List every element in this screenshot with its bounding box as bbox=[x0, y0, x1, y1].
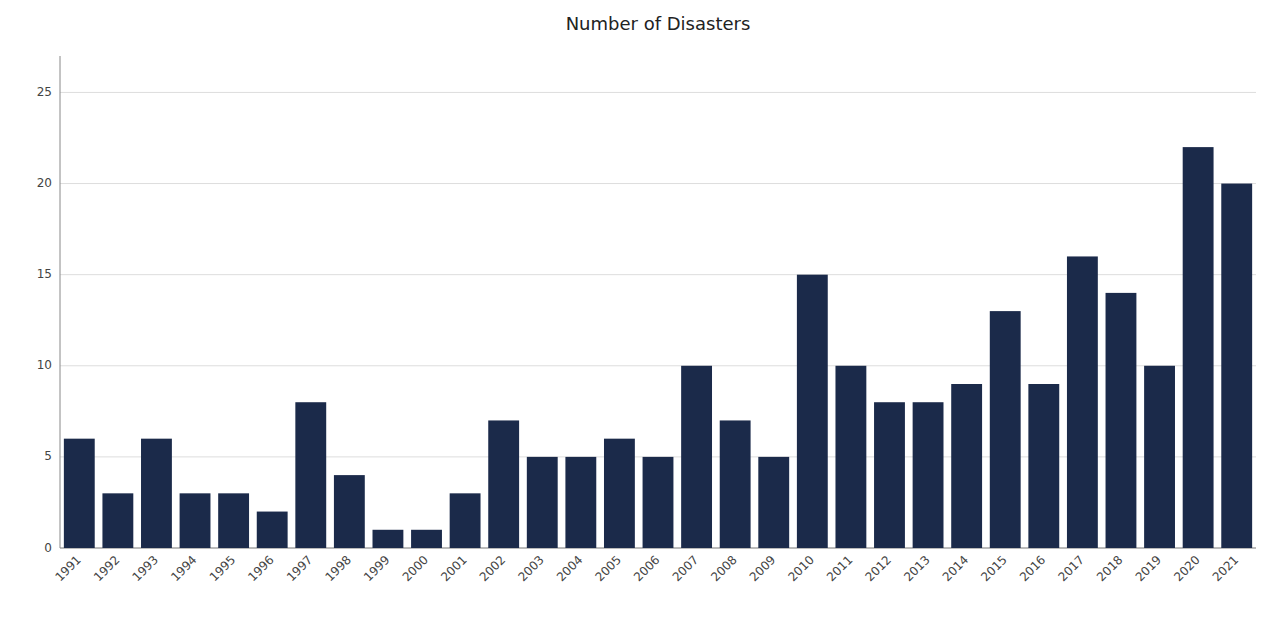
bar bbox=[835, 366, 866, 548]
chart-title: Number of Disasters bbox=[566, 13, 751, 34]
bar bbox=[951, 384, 982, 548]
bar bbox=[180, 493, 211, 548]
bar bbox=[527, 457, 558, 548]
x-tick-label: 2004 bbox=[554, 553, 585, 584]
y-axis-line bbox=[60, 56, 61, 548]
x-tick-label: 1999 bbox=[361, 553, 392, 584]
y-tick-label: 5 bbox=[44, 449, 52, 463]
y-tick-label: 10 bbox=[37, 358, 52, 372]
x-tick-label: 1995 bbox=[207, 553, 238, 584]
x-tick-label: 2013 bbox=[901, 553, 932, 584]
x-tick-label: 2019 bbox=[1133, 553, 1164, 584]
chart-container: 0510152025199119921993199419951996199719… bbox=[0, 0, 1280, 632]
x-tick-label: 2008 bbox=[708, 553, 739, 584]
bar bbox=[720, 420, 751, 548]
bar bbox=[681, 366, 712, 548]
bar bbox=[102, 493, 133, 548]
x-tick-label: 2002 bbox=[477, 553, 508, 584]
x-tick-label: 1992 bbox=[91, 553, 122, 584]
x-tick-label: 1998 bbox=[322, 553, 353, 584]
x-tick-label: 2000 bbox=[400, 553, 431, 584]
grid bbox=[60, 92, 1256, 548]
x-tick-label: 2009 bbox=[747, 553, 778, 584]
x-tick-label: 2012 bbox=[863, 553, 894, 584]
bar bbox=[874, 402, 905, 548]
bar bbox=[334, 475, 365, 548]
bar bbox=[1183, 147, 1214, 548]
x-tick-label: 2010 bbox=[785, 553, 816, 584]
bar bbox=[295, 402, 326, 548]
x-tick-label: 2020 bbox=[1171, 553, 1202, 584]
x-tick-label: 2006 bbox=[631, 553, 662, 584]
bar bbox=[373, 530, 404, 548]
bar bbox=[64, 439, 95, 548]
bar bbox=[797, 275, 828, 548]
bars bbox=[64, 147, 1252, 548]
bar bbox=[1067, 256, 1098, 548]
y-tick-label: 25 bbox=[37, 85, 52, 99]
x-tick-label: 2015 bbox=[978, 553, 1009, 584]
x-tick-label: 1994 bbox=[168, 553, 199, 584]
x-tick-label: 2018 bbox=[1094, 553, 1125, 584]
x-tick-label: 2017 bbox=[1055, 553, 1086, 584]
y-tick-label: 0 bbox=[44, 541, 52, 555]
x-tick-label: 1991 bbox=[52, 553, 83, 584]
x-tick-label: 2016 bbox=[1017, 553, 1048, 584]
grid-line bbox=[60, 183, 1256, 184]
x-axis: 1991199219931994199519961997199819992000… bbox=[52, 553, 1241, 584]
x-tick-label: 2007 bbox=[670, 553, 701, 584]
bar bbox=[565, 457, 596, 548]
x-tick-label: 1993 bbox=[130, 553, 161, 584]
y-axis: 0 5 10 15 20 25 bbox=[37, 56, 60, 555]
bar bbox=[990, 311, 1021, 548]
grid-line bbox=[60, 92, 1256, 93]
x-tick-label: 2011 bbox=[824, 553, 855, 584]
y-tick-label: 20 bbox=[37, 176, 52, 190]
bar bbox=[1221, 184, 1252, 548]
x-tick-label: 2014 bbox=[940, 553, 971, 584]
x-tick-label: 2003 bbox=[515, 553, 546, 584]
bar bbox=[1144, 366, 1175, 548]
x-tick-label: 1997 bbox=[284, 553, 315, 584]
bar bbox=[257, 512, 288, 548]
bar bbox=[488, 420, 519, 548]
bar bbox=[604, 439, 635, 548]
bar bbox=[1028, 384, 1059, 548]
bar bbox=[411, 530, 442, 548]
x-tick-label: 1996 bbox=[245, 553, 276, 584]
bar bbox=[141, 439, 172, 548]
bar bbox=[218, 493, 249, 548]
bar bbox=[1106, 293, 1137, 548]
x-tick-label: 2005 bbox=[593, 553, 624, 584]
bar bbox=[450, 493, 481, 548]
bar bbox=[758, 457, 789, 548]
chart-svg: 0510152025199119921993199419951996199719… bbox=[0, 0, 1280, 632]
bar bbox=[913, 402, 944, 548]
x-tick-label: 2021 bbox=[1210, 553, 1241, 584]
bar bbox=[643, 457, 674, 548]
x-tick-label: 2001 bbox=[438, 553, 469, 584]
y-tick-label: 15 bbox=[37, 267, 52, 281]
